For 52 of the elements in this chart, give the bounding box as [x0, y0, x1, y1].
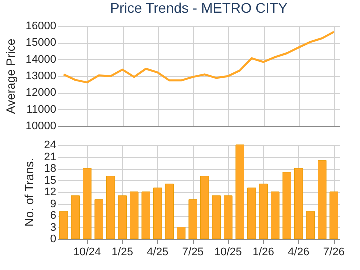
x-tick-label: 1/25	[112, 246, 134, 258]
bar	[248, 188, 256, 240]
bar	[60, 211, 68, 240]
y-tick-label: 11000	[26, 104, 56, 116]
bar	[236, 144, 244, 240]
y-tick-label: 15	[44, 174, 56, 187]
bar	[165, 184, 174, 240]
bar	[282, 172, 292, 240]
x-tick-label: 1/26	[252, 246, 274, 258]
chart-title: Price Trends - METRO CITY	[110, 0, 288, 16]
bar	[71, 196, 80, 240]
y-tick-label: 9	[50, 198, 56, 210]
bar	[83, 168, 92, 240]
bar	[94, 200, 104, 240]
bar	[330, 192, 338, 240]
y-tick-label: 3	[50, 222, 56, 234]
y-tick-label: 16000	[26, 20, 56, 32]
bar	[154, 188, 162, 240]
y-axis-title: No. of Trans.	[22, 158, 36, 227]
bar	[259, 184, 268, 240]
y-tick-label: 12	[44, 186, 56, 198]
y-axis-title: Average Price	[4, 38, 18, 114]
y-tick-label: 0	[50, 234, 56, 246]
x-tick-label: 7/26	[323, 246, 345, 258]
bar	[306, 211, 315, 240]
y-tick-label: 24	[44, 140, 56, 152]
bar	[271, 192, 280, 240]
x-tick-label: 10/24	[74, 246, 102, 258]
bar	[318, 160, 327, 240]
x-tick-label: 7/25	[182, 246, 204, 258]
bar	[142, 192, 150, 240]
x-tick-label: 4/26	[288, 246, 310, 258]
bar	[130, 192, 139, 240]
y-tick-label: 14000	[26, 54, 56, 66]
y-tick-label: 6	[50, 210, 56, 222]
bar	[188, 200, 198, 240]
y-tick-label: 13000	[26, 70, 56, 82]
bar	[177, 227, 186, 240]
y-tick-label: 15000	[26, 37, 56, 50]
y-tick-label: 18	[44, 163, 56, 175]
bar	[106, 176, 116, 240]
x-tick-label: 10/25	[214, 246, 242, 258]
x-tick-label: 4/25	[147, 246, 169, 258]
y-tick-label: 21	[44, 151, 56, 164]
y-tick-label: 12000	[26, 87, 56, 100]
y-tick-label: 10000	[26, 120, 56, 132]
bar	[118, 196, 127, 240]
bar	[200, 176, 210, 240]
bar	[224, 196, 233, 240]
line-series	[62, 31, 336, 84]
bar	[294, 168, 304, 240]
bar	[212, 196, 221, 240]
